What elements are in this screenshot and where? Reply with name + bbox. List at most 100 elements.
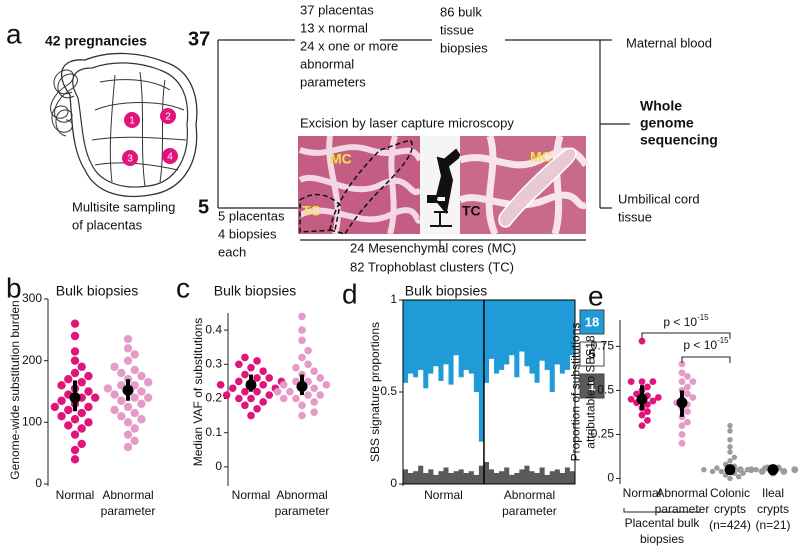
- y-tick-label: 0.2: [205, 391, 222, 405]
- data-point: [316, 391, 325, 399]
- data-point: [292, 394, 300, 403]
- method-text: genome: [640, 115, 694, 131]
- data-point: [684, 408, 691, 415]
- legend-swatch: [579, 309, 605, 335]
- bar-segment: [524, 366, 530, 466]
- sampling-text: of placentas: [72, 217, 143, 232]
- bar-segment: [443, 467, 449, 484]
- count-large: 37: [188, 28, 210, 50]
- data-point: [678, 431, 686, 438]
- data-point: [84, 387, 93, 396]
- data-point: [117, 411, 126, 421]
- data-point: [57, 396, 66, 405]
- data-point: [241, 401, 249, 410]
- data-point: [747, 466, 755, 474]
- x-tick-label: Normal: [232, 488, 271, 502]
- data-point: [304, 360, 312, 369]
- bar-segment: [438, 471, 444, 484]
- data-point: [654, 394, 662, 401]
- bar-segment: [499, 300, 505, 370]
- placenta-drawing: [50, 52, 198, 198]
- data-point: [84, 402, 93, 412]
- panel-letter: a: [6, 18, 22, 49]
- data-point: [130, 436, 139, 446]
- output-text: Umbilical cord: [618, 191, 700, 206]
- data-point: [241, 370, 249, 379]
- data-point: [70, 430, 80, 439]
- bar-segment: [514, 300, 520, 378]
- bar-segment: [443, 300, 449, 365]
- data-point: [310, 408, 318, 416]
- bar-segment: [544, 474, 551, 484]
- output-text: tissue: [618, 209, 652, 224]
- significance-bracket: [641, 332, 731, 339]
- data-point: [678, 439, 686, 447]
- data-point: [123, 430, 133, 439]
- bar-segment: [569, 300, 576, 356]
- data-point: [228, 384, 237, 393]
- data-point: [235, 360, 243, 369]
- bar-segment: [463, 369, 470, 473]
- lcm-count: 24 Mesenchymal cores (MC): [350, 240, 516, 255]
- bar-segment: [408, 300, 414, 374]
- p-value: p < 10-15: [683, 336, 729, 352]
- data-point: [253, 387, 261, 396]
- data-point: [70, 368, 80, 378]
- data-point: [286, 387, 294, 396]
- y-tick-label: 0: [215, 459, 222, 473]
- x-tick-label: parameter: [275, 504, 330, 518]
- data-point: [123, 356, 133, 365]
- panel-letter: b: [6, 272, 22, 303]
- data-point: [689, 378, 697, 386]
- data-point: [735, 473, 742, 480]
- bar-segment: [423, 300, 429, 389]
- p-value-exponent: -15: [717, 336, 729, 345]
- bar-segment: [534, 382, 540, 473]
- data-point: [143, 378, 153, 387]
- median: [122, 384, 134, 396]
- data-point: [253, 357, 261, 365]
- y-tick-label: 300: [22, 291, 42, 305]
- x-tick-label: parameter: [655, 502, 710, 516]
- x-tick-label: Normal: [424, 488, 463, 502]
- lcm-count: 82 Trophoblast clusters (TC): [350, 259, 514, 274]
- p-value-text: p < 10: [663, 315, 697, 329]
- bar-segment: [559, 472, 566, 484]
- median: [724, 464, 736, 476]
- bar-segment: [418, 300, 424, 370]
- y-tick-label: 0: [607, 471, 614, 485]
- data-point: [727, 437, 733, 443]
- data-point: [298, 401, 306, 410]
- bar-segment: [564, 369, 571, 468]
- y-tick-label: 0.1: [205, 425, 222, 439]
- median: [69, 392, 81, 404]
- data-point: [649, 397, 657, 405]
- bar-segment: [494, 300, 500, 374]
- y-axis-label: SBS signature proportions: [368, 322, 382, 462]
- bar-segment: [448, 300, 454, 385]
- x-tick-label: Colonic: [710, 486, 750, 500]
- data-point: [298, 312, 306, 321]
- bar-segment: [489, 469, 495, 484]
- data-point: [265, 391, 274, 399]
- image-label: MC: [330, 151, 352, 167]
- x-tick-label: Normal: [623, 486, 662, 500]
- bar-segment: [569, 355, 576, 472]
- data-point: [638, 411, 646, 419]
- bar-segment: [514, 472, 520, 484]
- data-point: [304, 346, 312, 355]
- data-point: [727, 444, 733, 450]
- bar-segment: [564, 467, 571, 484]
- x-tick-label: Abnormal: [656, 486, 707, 500]
- x-tick-label: Abnormal: [102, 488, 153, 502]
- data-point: [70, 445, 80, 455]
- branch-text: parameters: [300, 74, 366, 89]
- data-point: [247, 363, 255, 372]
- bar-segment: [463, 300, 470, 370]
- bar-segment: [504, 364, 510, 468]
- data-point: [64, 405, 73, 415]
- y-tick-label: 0: [35, 476, 42, 490]
- bar-segment: [458, 300, 465, 378]
- bar-segment: [509, 355, 515, 475]
